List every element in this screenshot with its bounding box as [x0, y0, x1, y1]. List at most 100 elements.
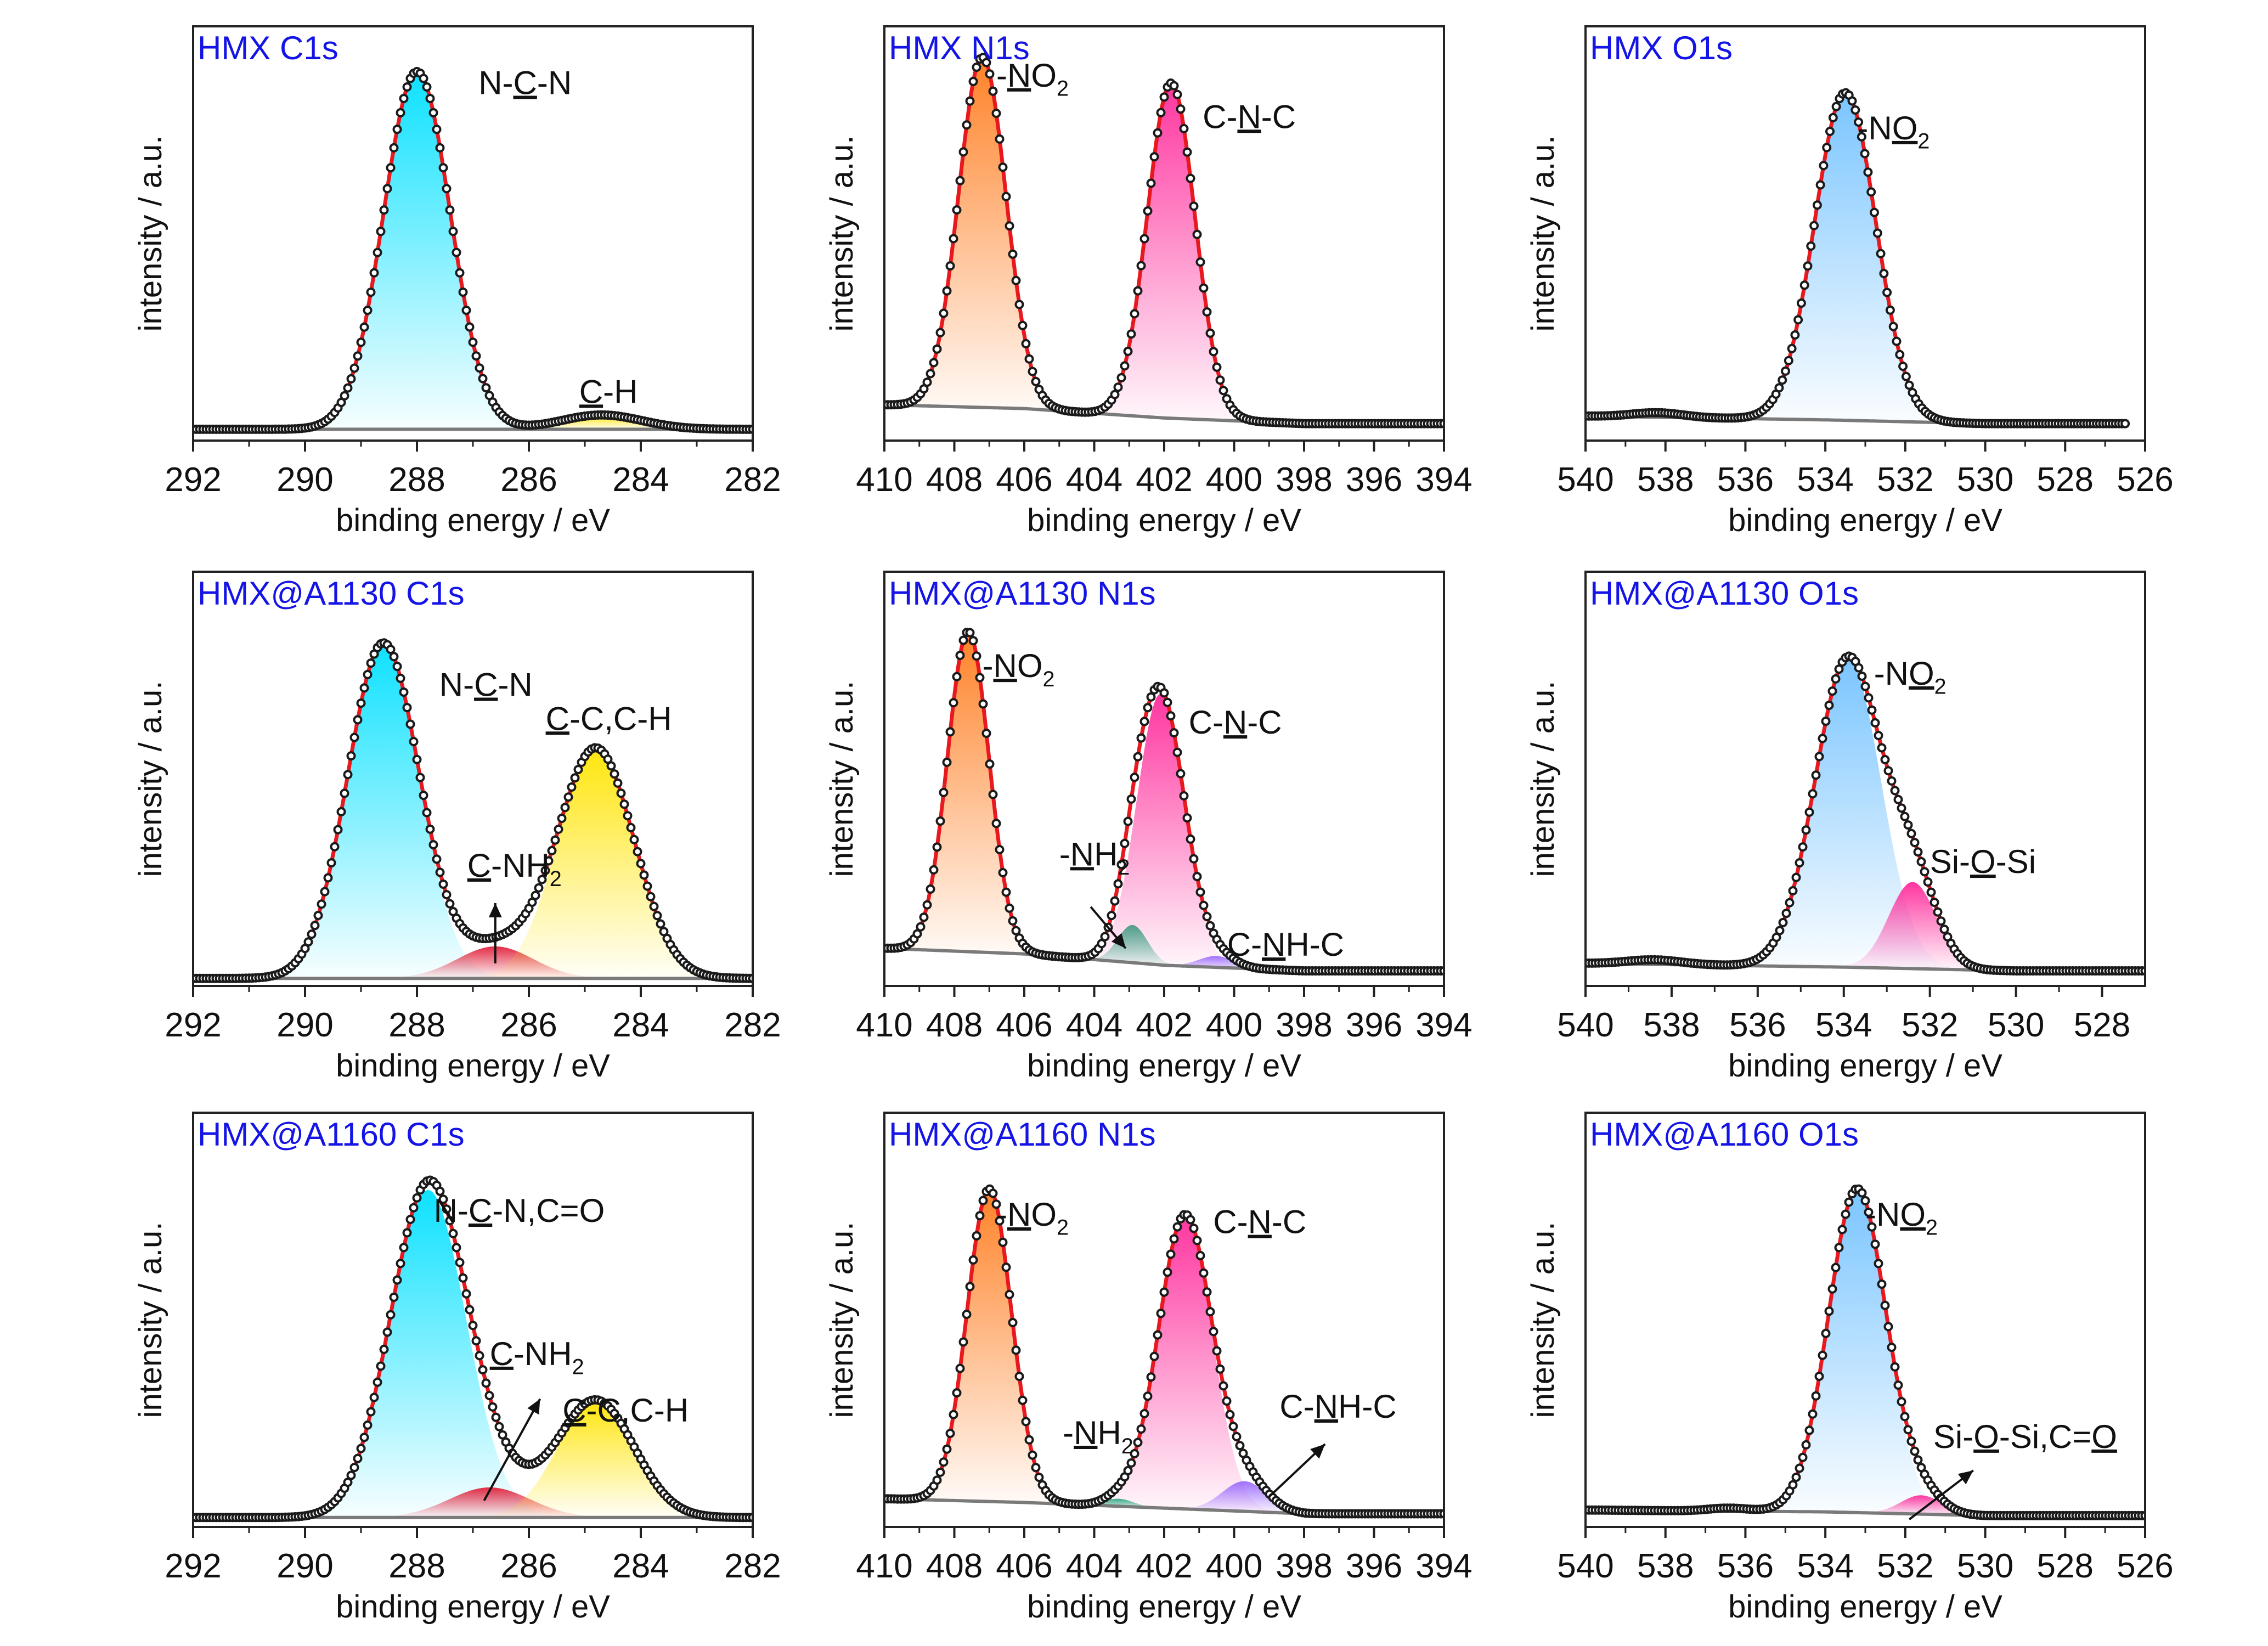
data-point [1828, 112, 1838, 122]
data-point [1202, 1287, 1212, 1297]
data-point [1791, 1473, 1801, 1482]
data-point [988, 790, 998, 799]
data-point [1860, 681, 1870, 691]
data-point [1775, 926, 1785, 935]
data-point [1926, 887, 1936, 897]
x-tick-label: 398 [1276, 1006, 1332, 1044]
panel-title: HMX@A1130 O1s [1590, 575, 1859, 612]
data-point [1870, 207, 1879, 217]
data-point [330, 842, 340, 852]
data-point [1866, 187, 1876, 197]
data-point [2120, 419, 2130, 429]
data-point [1146, 692, 1156, 702]
peak-component-1 [884, 1189, 1105, 1506]
x-tick-label: 394 [1415, 461, 1472, 499]
data-point [1864, 693, 1874, 703]
data-point [942, 1444, 952, 1454]
data-point [1014, 300, 1024, 309]
panel-6: 540 538 536 534 532 530 528 binding energy / eV… [1525, 571, 2146, 1084]
data-point [432, 854, 442, 864]
panel-3: 540 538 536 534 532 530 528 526 binding energy /… [1525, 25, 2174, 538]
x-tick-label: 408 [926, 461, 983, 499]
data-point [389, 1292, 399, 1302]
data-point [438, 1194, 448, 1204]
data-point [1116, 860, 1126, 870]
data-point [550, 835, 560, 845]
peak-component-1 [244, 71, 590, 430]
data-point [1844, 1197, 1854, 1207]
data-point [968, 1255, 978, 1265]
data-point [1857, 672, 1867, 681]
data-point [1870, 1239, 1880, 1249]
peak-label: C-N-C [1213, 1204, 1306, 1241]
panel-title: HMX N1s [889, 30, 1030, 66]
data-point [1189, 1224, 1199, 1233]
data-point [972, 63, 981, 72]
panel-1: 292 290 288 286 284 282 binding energy / eV int… [133, 25, 781, 538]
data-point [1903, 820, 1913, 830]
data-point [1218, 386, 1228, 396]
data-point [475, 1351, 484, 1361]
data-point [1876, 249, 1886, 258]
data-point [1801, 825, 1811, 835]
x-tick-label: 532 [1877, 461, 1933, 499]
data-point [1139, 234, 1149, 244]
x-tick-label: 396 [1346, 461, 1402, 499]
data-point [1159, 92, 1169, 102]
data-point [373, 1377, 382, 1387]
data-point [1930, 898, 1939, 907]
data-point [1021, 1417, 1031, 1427]
data-point [573, 765, 583, 774]
x-tick-label: 404 [1066, 1547, 1122, 1585]
peak-label: -NO2 [983, 647, 1055, 691]
data-point [1877, 743, 1887, 753]
data-point [1854, 663, 1864, 673]
data-point [610, 769, 619, 779]
data-point [639, 870, 649, 880]
x-tick-label: 538 [1637, 1547, 1694, 1585]
data-point [926, 369, 935, 379]
data-point [1001, 887, 1011, 897]
data-point [935, 1467, 945, 1477]
data-point [1801, 1440, 1811, 1450]
data-point [988, 86, 998, 96]
peak-label: -NH2 [1063, 1414, 1133, 1458]
data-point [1149, 152, 1159, 162]
data-point [1001, 1262, 1011, 1272]
data-point [366, 1407, 376, 1417]
x-tick-label: 286 [500, 1006, 557, 1044]
data-point [926, 884, 935, 894]
data-point [389, 652, 399, 662]
data-point [1867, 1222, 1877, 1232]
data-point [349, 1463, 359, 1473]
data-point [995, 1216, 1005, 1226]
data-point [1159, 1287, 1169, 1297]
x-ticks: 540 538 536 534 532 530 528 [1557, 986, 2130, 1044]
x-tick-label: 530 [1988, 1006, 2044, 1044]
data-point [1890, 1362, 1900, 1372]
x-tick-label: 408 [926, 1547, 983, 1585]
data-point [303, 937, 313, 947]
data-point [652, 911, 662, 921]
data-point [544, 856, 554, 866]
data-point [998, 868, 1008, 877]
data-point [968, 77, 978, 86]
x-axis-label: binding energy / eV [1027, 1589, 1301, 1625]
data-point [1867, 705, 1877, 715]
data-point [922, 377, 932, 387]
data-point [1028, 1450, 1037, 1460]
data-point [1215, 375, 1225, 385]
data-point [1831, 1262, 1841, 1272]
data-point [1186, 173, 1195, 183]
x-tick-label: 284 [612, 1006, 669, 1044]
data-point [998, 1237, 1008, 1247]
x-tick-label: 398 [1276, 1547, 1332, 1585]
panel-8: 410 408 406 404 402 400 398 396 394 binding energ… [824, 1112, 1472, 1625]
data-point [649, 901, 659, 911]
peak-label: N-C-N [478, 65, 572, 102]
data-point [1024, 1435, 1034, 1445]
data-point [491, 1412, 501, 1422]
data-point [481, 383, 491, 393]
data-point [1791, 872, 1801, 882]
